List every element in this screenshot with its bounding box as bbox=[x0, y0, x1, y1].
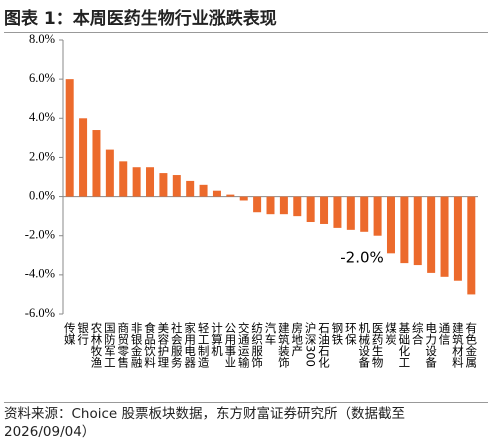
x-tick-label: 钢铁 bbox=[330, 322, 344, 345]
bar bbox=[413, 196, 422, 266]
x-tick-label: 交通运输 bbox=[237, 321, 251, 369]
bar bbox=[386, 196, 395, 254]
bar bbox=[306, 196, 315, 223]
y-tick-label: 8.0% bbox=[29, 32, 55, 46]
bar bbox=[199, 184, 208, 197]
y-tick-label: 4.0% bbox=[29, 110, 55, 124]
bar bbox=[186, 180, 195, 197]
x-tick-label: 通信 bbox=[438, 322, 452, 346]
x-tick-label: 石油石化 bbox=[317, 322, 331, 369]
x-tick-label: 房地产 bbox=[290, 322, 304, 357]
y-tick-label: 0.0% bbox=[29, 188, 55, 202]
x-tick-label: 传媒 bbox=[63, 321, 77, 346]
bar bbox=[119, 161, 128, 197]
bar bbox=[226, 194, 235, 197]
x-tick-label: 机械设备 bbox=[357, 321, 371, 369]
x-tick-label: 轻工制造 bbox=[197, 321, 211, 368]
x-tick-label: 建筑材料 bbox=[451, 321, 465, 369]
bar bbox=[320, 196, 329, 224]
x-tick-label: 建筑装饰 bbox=[277, 321, 291, 368]
bar bbox=[79, 118, 88, 197]
bar bbox=[146, 167, 155, 197]
bar bbox=[427, 196, 436, 273]
bar bbox=[440, 196, 449, 277]
chart: -2.0% -6.0% -4.0% -2.0% 0.0% 2.0% 4.0% 6.0% 8.0… bbox=[25, 32, 479, 369]
y-tick-label: -2.0% bbox=[25, 228, 55, 242]
bar bbox=[253, 196, 262, 213]
x-tick-label: 综合 bbox=[411, 321, 425, 345]
bar bbox=[172, 175, 181, 197]
bar bbox=[400, 196, 409, 264]
bar bbox=[266, 196, 275, 215]
x-tick-label: 非银金融 bbox=[130, 322, 144, 369]
bar bbox=[92, 130, 101, 197]
x-tick-label: 煤炭 bbox=[384, 322, 398, 346]
bar bbox=[105, 149, 114, 197]
bar bbox=[333, 196, 342, 228]
bar bbox=[65, 79, 74, 197]
bar bbox=[360, 196, 369, 232]
x-tick-label: 商贸零售 bbox=[116, 321, 130, 369]
source-note: 资料来源：Choice 股票板块数据，东方财富证券研究所（数据截至2026/09… bbox=[4, 402, 488, 441]
x-tick-label: 银行 bbox=[76, 321, 90, 346]
y-tick-label: -6.0% bbox=[25, 306, 55, 320]
bar bbox=[346, 196, 355, 230]
x-tick-label: 电力设备 bbox=[424, 322, 438, 369]
x-tick-label: 食品饮料 bbox=[143, 321, 157, 369]
bar bbox=[132, 167, 141, 197]
x-tick-label: 汽车 bbox=[264, 321, 278, 346]
bar bbox=[293, 196, 302, 217]
x-tick-label: 美容护理 bbox=[156, 321, 170, 368]
chart-title: 图表 1：本周医药生物行业涨跌表现 bbox=[4, 4, 488, 33]
y-tick-label: -4.0% bbox=[25, 267, 55, 281]
x-tick-label: 基础化工 bbox=[397, 322, 411, 368]
x-tick-label: 国防军工 bbox=[103, 322, 117, 368]
x-tick-label: 纺织服饰 bbox=[250, 321, 264, 368]
x-tick-label: 社会服务 bbox=[170, 321, 184, 368]
bar bbox=[453, 196, 462, 281]
x-tick-label: 环保 bbox=[344, 322, 358, 346]
bar bbox=[159, 173, 168, 197]
x-tick-label: 医药生物 bbox=[371, 322, 385, 368]
x-tick-label: 有色金属 bbox=[464, 321, 478, 369]
annotation: -2.0% bbox=[340, 249, 384, 267]
bar bbox=[467, 196, 476, 295]
y-tick-label: 2.0% bbox=[29, 149, 55, 163]
x-tick-label: 公用事业 bbox=[223, 322, 237, 368]
x-tick-label: 计算机 bbox=[210, 322, 224, 357]
bar bbox=[239, 196, 248, 201]
x-tick-label: 家用电器 bbox=[183, 321, 197, 369]
bar bbox=[212, 190, 221, 197]
y-tick-label: 6.0% bbox=[29, 71, 55, 85]
x-tick-label: 沪深300 bbox=[304, 321, 318, 367]
bar bbox=[373, 196, 382, 236]
bar bbox=[279, 196, 288, 215]
x-tick-label: 农林牧渔 bbox=[89, 321, 103, 369]
